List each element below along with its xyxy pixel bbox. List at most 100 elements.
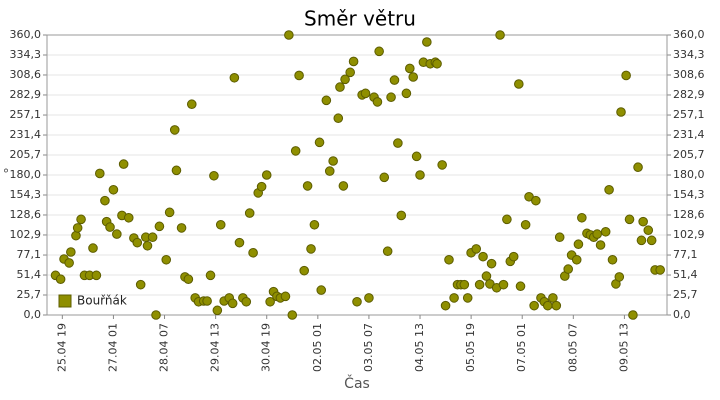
y2-tick-label: 128,6 [673,208,705,221]
point [95,168,105,179]
point [176,223,187,233]
point [112,229,122,239]
point [284,30,294,40]
point [154,221,165,232]
y2-tick-label: 154,3 [673,188,705,201]
point [495,30,505,40]
point [287,310,298,320]
legend-swatch [58,294,72,308]
point [529,300,539,311]
y-tick-label: 360,0 [10,28,42,41]
point [91,270,102,281]
point [151,310,161,320]
y2-tick-label: 282,9 [673,88,705,101]
point [514,79,524,89]
point [643,225,654,236]
point [360,88,371,99]
point [411,151,422,162]
point [55,274,66,285]
point [142,240,153,251]
x-axis-label: Čas [344,374,370,392]
point [345,67,355,78]
x-tick-label: 25.04 19 [55,323,68,372]
point [280,291,291,302]
point [108,184,119,195]
point [324,166,335,176]
x-tick-label: 08.05 07 [566,323,579,372]
x-tick-label: 07.05 01 [515,323,528,372]
point [604,184,614,195]
point [105,222,115,232]
point [449,293,459,303]
point [444,254,454,265]
point [577,212,587,223]
point [571,254,582,265]
point [100,195,110,206]
x-tick-label: 29.04 13 [209,323,222,372]
point [607,254,618,265]
point [171,165,182,176]
y-tick-label: 77,1 [17,248,42,261]
point [542,300,553,311]
point [508,251,519,262]
point [71,230,81,241]
point [498,279,509,290]
point [88,243,98,253]
y2-tick-label: 77,1 [673,248,698,261]
point [481,271,492,281]
point [202,296,212,306]
point [76,214,86,225]
point [72,223,83,233]
point [636,235,647,246]
point [462,293,473,303]
point [628,310,638,320]
point [227,298,238,309]
point [186,99,197,110]
point [563,264,574,274]
point [364,293,374,303]
y-tick-label: 128,6 [10,208,42,221]
y2-tick-label: 205,7 [673,148,705,161]
x-tick-label: 28.04 07 [158,323,171,372]
y2-tick-label: 308,6 [673,68,705,81]
y2-tick-label: 257,1 [673,108,705,121]
point [515,281,526,292]
point [64,258,74,268]
point [520,219,531,230]
x-tick-label: 09.05 13 [617,323,630,372]
point [314,137,325,148]
y2-tick-label: 180,0 [673,168,705,181]
y-axis-label: ° [3,168,10,183]
point [379,172,390,183]
point [405,63,415,74]
point [229,72,240,83]
x-tick-label: 02.05 01 [311,323,324,372]
point [437,160,447,170]
x-tick-label: 05.05 19 [464,323,477,372]
y-tick-label: 334,3 [10,48,42,61]
y-tick-label: 308,6 [10,68,42,81]
point [396,210,407,221]
point [531,195,541,206]
point [265,296,275,307]
y-tick-label: 257,1 [10,108,42,121]
point [393,138,403,148]
point [302,181,313,191]
point [241,296,252,307]
point [554,232,565,243]
point [646,235,657,246]
point [164,207,175,218]
point [123,212,134,223]
y-tick-label: 180,0 [10,168,42,181]
point [348,56,359,67]
y2-tick-label: 334,3 [673,48,705,61]
point [306,244,316,254]
point [621,70,631,81]
point [290,146,301,156]
plot-frame [46,34,668,316]
point [256,181,267,192]
point [440,300,451,311]
point [169,125,180,135]
x-tick-label: 30.04 19 [260,323,273,372]
point [66,247,76,257]
